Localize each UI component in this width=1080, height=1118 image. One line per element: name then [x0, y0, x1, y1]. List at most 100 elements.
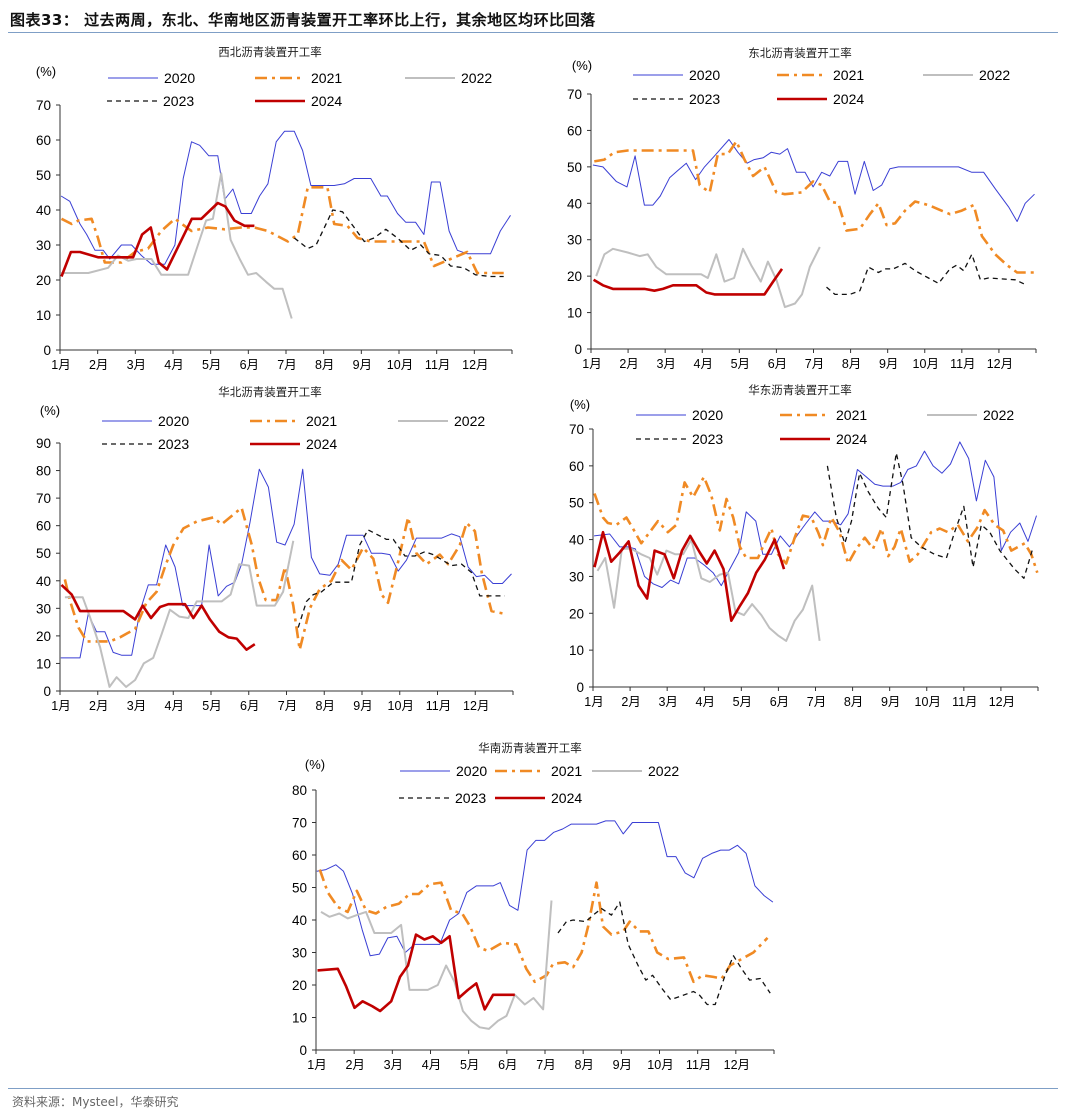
chart-title: 华东沥青装置开工率 [748, 383, 852, 397]
x-tick-label: 12月 [462, 358, 488, 372]
y-unit-label: (%) [305, 757, 325, 772]
legend-label-2021: 2021 [836, 407, 867, 423]
y-tick-label: 70 [36, 491, 51, 506]
y-tick-label: 40 [567, 196, 582, 211]
x-tick-label: 9月 [353, 699, 372, 713]
x-tick-label: 12月 [463, 699, 489, 713]
y-tick-label: 0 [576, 680, 584, 695]
legend-label-2020: 2020 [158, 413, 189, 429]
x-tick-label: 3月 [658, 695, 677, 709]
x-tick-label: 4月 [696, 695, 715, 709]
y-tick-label: 10 [567, 306, 582, 321]
legend-label-2020: 2020 [164, 70, 195, 86]
y-tick-label: 0 [574, 342, 582, 357]
y-tick-label: 20 [36, 273, 51, 288]
y-tick-label: 10 [292, 1011, 307, 1026]
y-tick-label: 50 [569, 496, 584, 511]
legend-label-2022: 2022 [983, 407, 1014, 423]
y-tick-label: 0 [299, 1043, 307, 1058]
y-tick-label: 10 [36, 308, 51, 323]
y-unit-label: (%) [36, 64, 56, 79]
x-tick-label: 2月 [89, 699, 108, 713]
x-tick-label: 9月 [353, 358, 372, 372]
x-tick-label: 5月 [202, 358, 221, 372]
x-tick-label: 9月 [881, 695, 900, 709]
series-line-2020 [60, 468, 512, 659]
x-tick-label: 11月 [425, 358, 450, 372]
series-line-2022 [64, 540, 295, 688]
series-line-2020 [60, 130, 511, 265]
x-tick-label: 4月 [694, 357, 713, 371]
x-tick-label: 8月 [574, 1058, 593, 1072]
x-tick-label: 3月 [127, 699, 146, 713]
x-tick-label: 10月 [647, 1058, 673, 1072]
series-line-2020 [316, 820, 774, 957]
series-line-2024 [317, 933, 515, 1013]
y-tick-label: 50 [292, 881, 307, 896]
y-tick-label: 20 [292, 978, 307, 993]
legend-label-2024: 2024 [306, 436, 337, 452]
x-tick-label: 6月 [240, 358, 259, 372]
series-line-2024 [593, 530, 786, 622]
chart-title: 华南沥青装置开工率 [478, 741, 582, 755]
y-tick-label: 10 [36, 656, 51, 671]
legend-label-2021: 2021 [311, 70, 342, 86]
x-tick-label: 3月 [384, 1058, 403, 1072]
y-tick-label: 20 [36, 629, 51, 644]
x-tick-label: 4月 [165, 699, 184, 713]
y-unit-label: (%) [570, 397, 590, 412]
x-tick-label: 8月 [315, 358, 334, 372]
x-tick-label: 2月 [621, 695, 640, 709]
x-tick-label: 9月 [879, 357, 898, 371]
x-tick-label: 12月 [724, 1058, 750, 1072]
y-tick-label: 70 [567, 87, 582, 102]
x-tick-label: 8月 [316, 699, 335, 713]
y-unit-label: (%) [572, 58, 592, 73]
x-tick-label: 10月 [913, 357, 939, 371]
series-line-2021 [63, 506, 505, 651]
y-tick-label: 30 [36, 601, 51, 616]
chart-panel-2: 东北沥青装置开工率 (%) 0 10 20 30 40 50 60 70 1月 2月 3月 4月 5月 6月 7… [567, 46, 1037, 371]
y-tick-label: 50 [567, 160, 582, 175]
x-tick-label: 3月 [656, 357, 675, 371]
legend-label-2023: 2023 [692, 431, 723, 447]
x-tick-label: 2月 [619, 357, 638, 371]
y-tick-label: 30 [36, 238, 51, 253]
x-tick-label: 1月 [582, 357, 601, 371]
y-tick-label: 20 [567, 269, 582, 284]
series-line-2020 [594, 441, 1037, 588]
y-tick-label: 0 [43, 343, 51, 358]
x-tick-label: 10月 [388, 699, 414, 713]
x-tick-label: 4月 [164, 358, 183, 372]
x-tick-label: 12月 [987, 357, 1013, 371]
x-tick-label: 6月 [240, 699, 259, 713]
legend-label-2024: 2024 [836, 431, 867, 447]
legend-label-2024: 2024 [551, 790, 582, 806]
chart-title: 东北沥青装置开工率 [748, 46, 852, 60]
chart-panel-5: 华南沥青装置开工率 (%) 0 10 20 30 40 50 60 70 80 1月 2月 3月 4月 5月 6… [292, 741, 775, 1072]
legend-label-2022: 2022 [454, 413, 485, 429]
x-tick-label: 7月 [807, 695, 826, 709]
legend-label-2022: 2022 [648, 763, 679, 779]
legend-label-2024: 2024 [311, 93, 342, 109]
x-tick-label: 11月 [686, 1058, 711, 1072]
series-line-2023 [826, 452, 1034, 579]
series-line-2022 [61, 172, 293, 319]
series-line-2022 [320, 900, 553, 1030]
x-tick-label: 11月 [952, 695, 977, 709]
source-note: 资料来源：Mysteel，华泰研究 [12, 1095, 179, 1109]
series-line-2021 [594, 140, 1034, 274]
chart-panel-4: 华东沥青装置开工率 (%) 0 10 20 30 40 50 60 70 1月 2月 3月 4月 5月 6月 7… [569, 383, 1039, 709]
x-tick-label: 1月 [51, 699, 70, 713]
chart-title: 华北沥青装置开工率 [218, 385, 322, 399]
y-tick-label: 80 [36, 464, 51, 479]
y-tick-label: 20 [569, 606, 584, 621]
series-line-2020 [592, 139, 1035, 222]
legend-label-2020: 2020 [456, 763, 487, 779]
y-tick-label: 0 [43, 684, 51, 699]
x-tick-label: 5月 [733, 695, 752, 709]
x-tick-label: 1月 [307, 1058, 326, 1072]
x-tick-label: 2月 [345, 1058, 364, 1072]
y-tick-label: 60 [567, 123, 582, 138]
